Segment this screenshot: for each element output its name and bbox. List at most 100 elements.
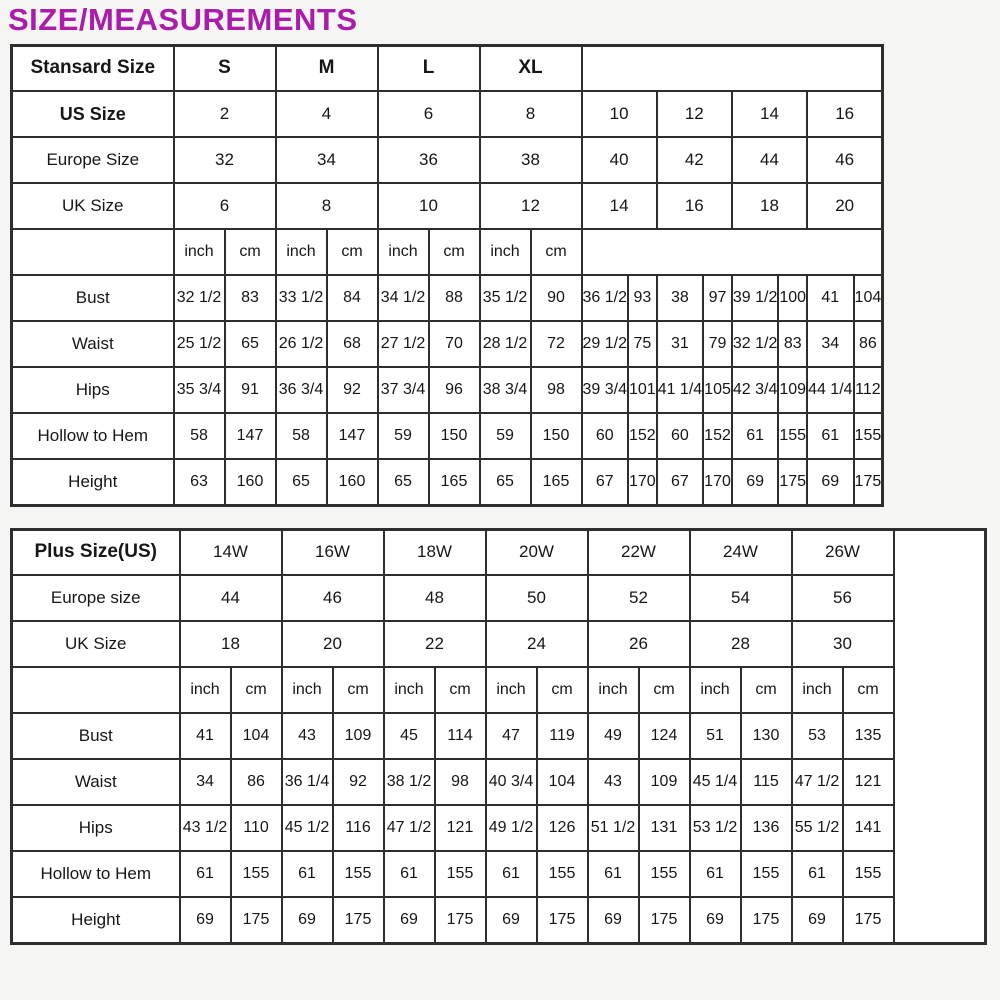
- measurement-value-cell: 31: [655, 320, 705, 369]
- measurement-value-cell: 109: [637, 758, 691, 807]
- measurement-value-cell: 135: [841, 712, 895, 761]
- measurement-value-cell: 67: [580, 458, 629, 507]
- measurement-value-cell: 61: [484, 850, 538, 899]
- measurement-value-cell: 36 3/4: [274, 366, 328, 415]
- size-value-cell: 44: [730, 136, 809, 185]
- size-value-cell: 52: [586, 574, 691, 623]
- measurement-value-cell: 55 1/2: [790, 804, 844, 853]
- unit-header-cell: cm: [529, 228, 583, 277]
- measurement-value-cell: 160: [223, 458, 277, 507]
- size-value-cell: 10: [376, 182, 481, 231]
- measurement-value-cell: 75: [626, 320, 658, 369]
- size-value-cell: 24: [484, 620, 589, 669]
- size-group-header: 22W: [586, 528, 691, 577]
- measurement-value-cell: 72: [529, 320, 583, 369]
- measurement-value-cell: 114: [433, 712, 487, 761]
- measurement-row-label: Bust: [10, 274, 175, 323]
- size-group-header: 20W: [484, 528, 589, 577]
- size-conversion-row: UK Size 6 8 10 12 14 16 18 20: [10, 182, 884, 231]
- unit-header-cell: inch: [790, 666, 844, 715]
- measurement-value-cell: 67: [655, 458, 705, 507]
- size-value-cell: 32: [172, 136, 277, 185]
- measurement-value-cell: 61: [280, 850, 334, 899]
- unit-header-cell: cm: [427, 228, 481, 277]
- measurement-value-cell: 90: [529, 274, 583, 323]
- measurement-value-cell: 98: [433, 758, 487, 807]
- measurement-row-label: Hips: [10, 366, 175, 415]
- measurement-value-cell: 65: [274, 458, 328, 507]
- measurement-value-cell: 116: [331, 804, 385, 853]
- measurement-row: Height 63 160 65 160 65 165 65 165 67 170 67 170 69 17…: [10, 458, 884, 507]
- unit-row-empty-cell: [10, 228, 175, 277]
- measurement-value-cell: 32 1/2: [730, 320, 780, 369]
- measurement-value-cell: 35 1/2: [478, 274, 532, 323]
- size-group-header: 16W: [280, 528, 385, 577]
- standard-size-table: Stansard Size S M L XL US Size 2 4 6 8 10 12 14 16 Eur…: [10, 43, 885, 507]
- size-value-cell: 14: [580, 182, 658, 231]
- size-group-row: Stansard Size S M L XL: [10, 44, 883, 93]
- measurement-value-cell: 155: [637, 850, 691, 899]
- measurement-value-cell: 112: [852, 366, 884, 415]
- measurement-value-cell: 136: [739, 804, 793, 853]
- measurement-value-cell: 175: [739, 896, 793, 945]
- measurement-value-cell: 109: [777, 366, 809, 415]
- unit-header-cell: cm: [637, 666, 691, 715]
- measurement-row: Height 69 175 69 175 69 175 69 175 69 175 69 175 69 17…: [10, 896, 986, 945]
- measurement-value-cell: 69: [730, 458, 780, 507]
- measurement-value-cell: 150: [529, 412, 583, 461]
- measurement-value-cell: 69: [382, 896, 436, 945]
- measurement-value-cell: 32 1/2: [172, 274, 226, 323]
- measurement-value-cell: 175: [777, 458, 809, 507]
- measurement-value-cell: 61: [806, 412, 855, 461]
- unit-header-cell: cm: [325, 228, 379, 277]
- measurement-value-cell: 104: [229, 712, 283, 761]
- plus-size-table: Plus Size(US) 14W 16W 18W 20W 22W 24W 26W Europe…: [10, 527, 987, 945]
- size-value-cell: 44: [178, 574, 283, 623]
- measurement-value-cell: 61: [586, 850, 640, 899]
- measurement-value-cell: 37 3/4: [376, 366, 430, 415]
- size-value-cell: 2: [172, 90, 277, 139]
- measurement-value-cell: 65: [223, 320, 277, 369]
- unit-header-cell: cm: [535, 666, 589, 715]
- measurement-value-cell: 61: [382, 850, 436, 899]
- measurement-value-cell: 131: [637, 804, 691, 853]
- measurement-value-cell: 155: [433, 850, 487, 899]
- size-group-header: 24W: [688, 528, 793, 577]
- measurement-value-cell: 29 1/2: [580, 320, 629, 369]
- measurement-value-cell: 175: [433, 896, 487, 945]
- unit-header-cell: cm: [223, 228, 277, 277]
- measurement-value-cell: 104: [852, 274, 884, 323]
- measurement-row: Waist 25 1/2 65 26 1/2 68 27 1/2 70 28 1/2 72 29 …: [10, 320, 884, 369]
- size-value-cell: 16: [655, 182, 733, 231]
- size-value-cell: 50: [484, 574, 589, 623]
- measurement-row: Hollow to Hem 58 147 58 147 59 150 59 150 60 152 60…: [10, 412, 884, 461]
- measurement-value-cell: 88: [427, 274, 481, 323]
- unit-header-cell: inch: [172, 228, 226, 277]
- measurement-value-cell: 69: [688, 896, 742, 945]
- size-value-cell: 30: [790, 620, 895, 669]
- measurement-row: Waist 34 86 36 1/4 92 38 1/2 98 40 3/4 104 43 109 4…: [10, 758, 986, 807]
- measurement-value-cell: 34 1/2: [376, 274, 430, 323]
- measurement-value-cell: 109: [331, 712, 385, 761]
- measurement-value-cell: 69: [790, 896, 844, 945]
- page-title: SIZE/MEASUREMENTS: [8, 2, 358, 37]
- size-value-cell: 12: [655, 90, 733, 139]
- unit-header-row: inch cm inch cm inch cm inch cm inch cm inch cm inch…: [10, 666, 986, 715]
- size-group-header: S: [172, 44, 277, 93]
- size-conversion-row: UK Size 18 20 22 24 26 28 30: [10, 620, 986, 669]
- unit-header-cell: inch: [478, 228, 532, 277]
- measurement-row-label: Waist: [10, 758, 181, 807]
- size-value-cell: 18: [178, 620, 283, 669]
- measurement-value-cell: 38: [655, 274, 705, 323]
- size-value-cell: 34: [274, 136, 379, 185]
- unit-header-row: inch cm inch cm inch cm inch cm: [10, 228, 883, 277]
- measurement-value-cell: 34: [806, 320, 855, 369]
- measurement-row: Bust 41 104 43 109 45 114 47 119 49 124 51 130 53 135: [10, 712, 986, 761]
- size-value-cell: 18: [730, 182, 809, 231]
- measurement-value-cell: 58: [274, 412, 328, 461]
- size-value-cell: 14: [730, 90, 809, 139]
- measurement-row: Hollow to Hem 61 155 61 155 61 155 61 155 61 155 61…: [10, 850, 986, 899]
- measurement-value-cell: 35 3/4: [172, 366, 226, 415]
- measurement-value-cell: 43: [586, 758, 640, 807]
